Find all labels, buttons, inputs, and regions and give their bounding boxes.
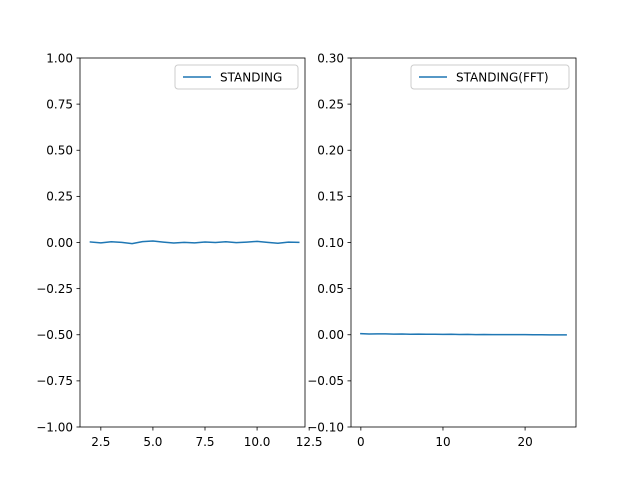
y-tick-label-1-7: 0.25: [317, 97, 344, 111]
y-tick-label-0-8: 1.00: [46, 51, 73, 65]
right-subplot-standing-fft: −0.10 −0.05 0.00 0.05 0.10 0.15 0.20 0.25 0.30 0 1…: [307, 51, 577, 449]
y-tick-label-1-8: 0.30: [317, 51, 344, 65]
y-tick-label-1-1: −0.05: [307, 374, 344, 388]
y-tick-label-1-4: 0.10: [317, 236, 344, 250]
legend-box-0: [174, 64, 299, 90]
left-subplot-standing: −1.00 −0.75 −0.50 −0.25 0.00 0.25 0.50 0.75 1.00…: [36, 51, 322, 449]
y-tick-label-0-4: 0.00: [46, 236, 73, 250]
legend-1: STANDING(FFT): [410, 64, 570, 90]
series-line-1-0: [360, 332, 567, 336]
x-tick-label-1-1: 10: [435, 435, 450, 449]
x-tick-label-0-2: 7.5: [195, 435, 214, 449]
y-tick-label-0-5: 0.25: [46, 190, 73, 204]
legend-0: STANDING: [174, 64, 299, 90]
y-tick-label-0-0: −1.00: [36, 420, 73, 434]
x-tick-label-1-2: 20: [517, 435, 532, 449]
series-line-0-0: [89, 240, 300, 245]
y-tick-label-1-6: 0.20: [317, 144, 344, 158]
y-tick-label-1-0: −0.10: [307, 420, 344, 434]
legend-label-1: STANDING(FFT): [456, 70, 549, 84]
x-tick-label-0-1: 5.0: [143, 435, 162, 449]
x-tick-label-0-0: 2.5: [91, 435, 110, 449]
x-tick-label-1-0: 0: [357, 435, 365, 449]
y-tick-label-0-1: −0.75: [36, 374, 73, 388]
y-tick-label-1-2: 0.00: [317, 328, 344, 342]
x-tick-label-0-3: 10.0: [244, 435, 271, 449]
y-tick-label-0-3: −0.25: [36, 282, 73, 296]
legend-box-1: [410, 64, 570, 90]
y-tick-label-0-2: −0.50: [36, 328, 73, 342]
y-tick-label-1-3: 0.05: [317, 282, 344, 296]
y-tick-label-1-5: 0.15: [317, 190, 344, 204]
x-tick-label-0-4: 12.5: [296, 435, 323, 449]
y-tick-label-0-6: 0.50: [46, 144, 73, 158]
legend-label-0: STANDING: [220, 70, 282, 84]
y-tick-label-0-7: 0.75: [46, 97, 73, 111]
